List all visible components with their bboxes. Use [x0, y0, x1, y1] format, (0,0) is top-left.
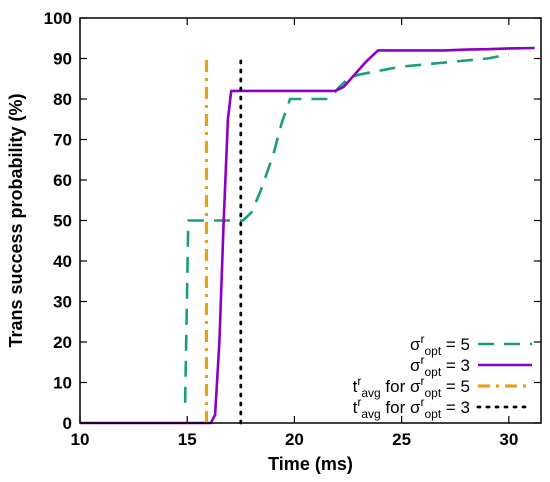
- x-tick-label: 20: [285, 430, 304, 449]
- y-tick-label: 100: [44, 9, 72, 28]
- plot-lines: [80, 46, 535, 425]
- y-tick-label: 60: [53, 171, 72, 190]
- x-axis-label: Time (ms): [268, 454, 353, 474]
- y-tick-label: 80: [53, 90, 72, 109]
- y-tick-label: 30: [53, 293, 72, 312]
- y-tick-label: 50: [53, 212, 72, 231]
- legend-label-3: travg for σropt = 5: [353, 374, 470, 400]
- legend-label-2: σropt = 3: [410, 353, 470, 379]
- y-tick-label: 0: [63, 414, 72, 433]
- y-axis-label: Trans success probability (%): [6, 93, 26, 347]
- series-line-1: [183, 53, 510, 403]
- series-line-2: [80, 46, 535, 425]
- y-tick-label: 70: [53, 131, 72, 150]
- plot-frame: [79, 17, 542, 424]
- y-tick-label: 40: [53, 252, 72, 271]
- legend-label-4: travg for σropt = 3: [353, 395, 470, 421]
- legend-label-1: σropt = 5: [410, 332, 470, 358]
- x-tick-label: 25: [392, 430, 411, 449]
- y-tick-label: 10: [53, 374, 72, 393]
- x-tick-label: 30: [499, 430, 518, 449]
- y-tick-label: 90: [53, 50, 72, 69]
- y-tick-label: 20: [53, 333, 72, 352]
- x-tick-label: 15: [178, 430, 197, 449]
- x-tick-label: 10: [71, 430, 90, 449]
